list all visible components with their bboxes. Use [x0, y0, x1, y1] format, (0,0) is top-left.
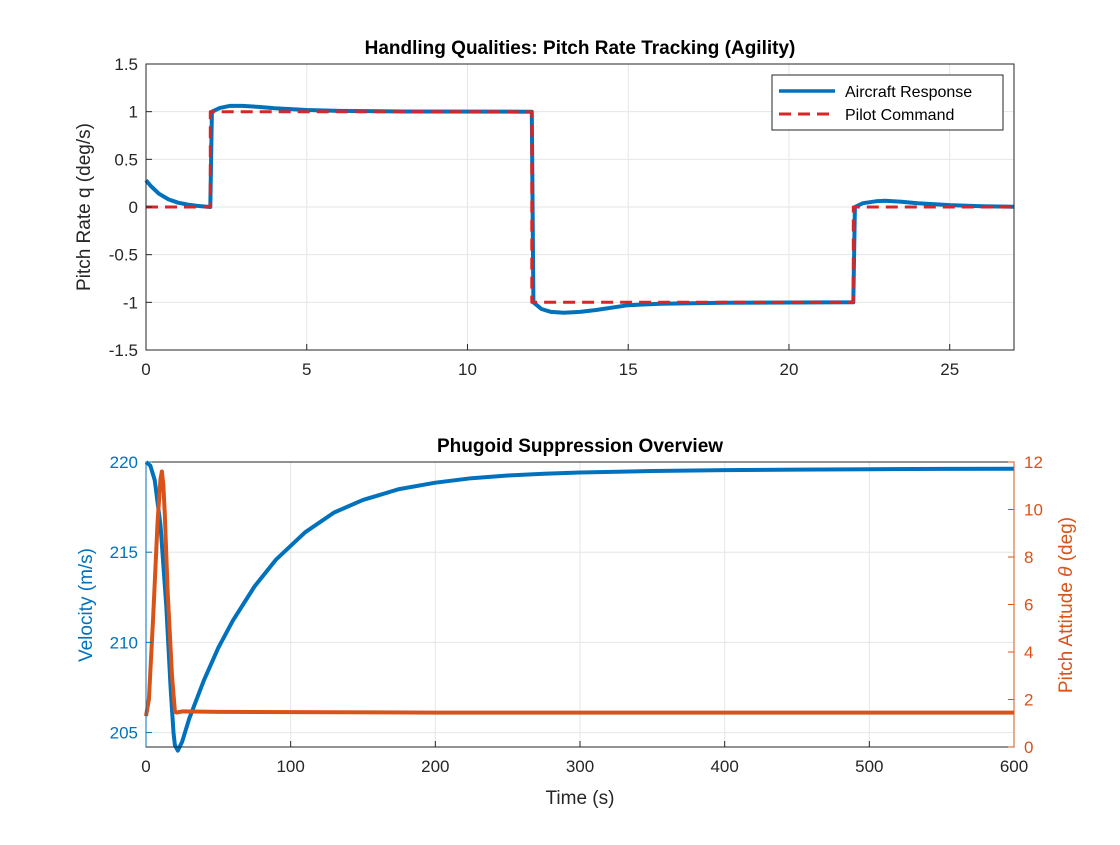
tick-label-x-3: 15: [619, 360, 638, 379]
tick-label-y2-left-1: 210: [110, 633, 138, 652]
tick-label-y2-right-6: 12: [1024, 453, 1043, 472]
tick-label-y2-right-1: 2: [1024, 691, 1033, 710]
series-line-pitch-attitude: [144, 469, 1014, 717]
tick-label-y-5: 1: [129, 103, 138, 122]
tick-label-x2-4: 400: [710, 757, 738, 776]
tick-label-y2-right-5: 10: [1024, 501, 1043, 520]
tick-label-y2-right-3: 6: [1024, 596, 1033, 615]
tick-label-x2-2: 200: [421, 757, 449, 776]
phugoid-xlabel: Time (s): [546, 788, 615, 809]
series-line-pilot-command: [146, 110, 1014, 304]
tick-label-x-5: 25: [940, 360, 959, 379]
series-line-velocity: [144, 460, 1015, 753]
pitch-rate-title: Handling Qualities: Pitch Rate Tracking …: [365, 38, 796, 59]
phugoid-title: Phugoid Suppression Overview: [437, 436, 723, 457]
tick-label-y-2: -0.5: [109, 246, 138, 265]
legend-label-aircraft-response: Aircraft Response: [845, 84, 972, 101]
tick-label-y-1: -1: [123, 293, 138, 312]
tick-label-y2-right-4: 8: [1024, 548, 1033, 567]
tick-label-y-0: -1.5: [109, 341, 138, 360]
tick-label-y2-left-2: 215: [110, 543, 138, 562]
tick-label-x2-5: 500: [855, 757, 883, 776]
tick-label-y2-right-2: 4: [1024, 643, 1033, 662]
pitch-attitude-ylabel: Pitch Attitude θ (deg): [1056, 517, 1077, 693]
tick-label-y2-right-0: 0: [1024, 738, 1033, 757]
phugoid-lines: [144, 460, 1015, 753]
pitch-rate-axes: 0 5 10 15 20 25 -1.5 -1 -0.5 0 0.5 1 1.5 Handling Qu…: [74, 38, 1015, 379]
tick-label-x-0: 0: [141, 360, 150, 379]
tick-label-x-1: 5: [302, 360, 311, 379]
velocity-ylabel: Velocity (m/s): [76, 548, 97, 662]
pitch-attitude-ylabel-symbol: θ: [1056, 566, 1077, 577]
tick-label-y-6: 1.5: [114, 55, 138, 74]
tick-label-x-2: 10: [458, 360, 477, 379]
tick-label-y-3: 0: [129, 198, 138, 217]
legend-label-pilot-command: Pilot Command: [845, 107, 954, 124]
legend-box: [771, 74, 1004, 131]
pitch-rate-ylabel: Pitch Rate q (deg/s): [74, 123, 95, 291]
pitch-rate-legend: Aircraft Response Pilot Command: [771, 74, 1004, 131]
tick-label-y2-left-3: 220: [110, 453, 138, 472]
tick-label-x2-6: 600: [1000, 757, 1028, 776]
phugoid-ticks: 0 100 200 300 400 500 600 205 210 215 220 0 2 4 6 8 10 12: [110, 453, 1043, 776]
pitch-attitude-ylabel-prefix: Pitch Attitude: [1056, 577, 1077, 693]
tick-label-y2-left-0: 205: [110, 724, 138, 743]
tick-label-x2-1: 100: [276, 757, 304, 776]
phugoid-axes: 0 100 200 300 400 500 600 205 210 215 220 0 2 4 6 8 10 12…: [76, 436, 1077, 809]
tick-label-x2-0: 0: [141, 757, 150, 776]
pitch-attitude-ylabel-suffix: (deg): [1056, 517, 1077, 567]
tick-label-y-4: 0.5: [114, 150, 138, 169]
pitch-rate-lines: [144, 103, 1015, 315]
tick-label-x2-3: 300: [566, 757, 594, 776]
pitch-rate-ticks: 0 5 10 15 20 25 -1.5 -1 -0.5 0 0.5 1 1.5: [109, 55, 959, 379]
tick-label-x-4: 20: [780, 360, 799, 379]
